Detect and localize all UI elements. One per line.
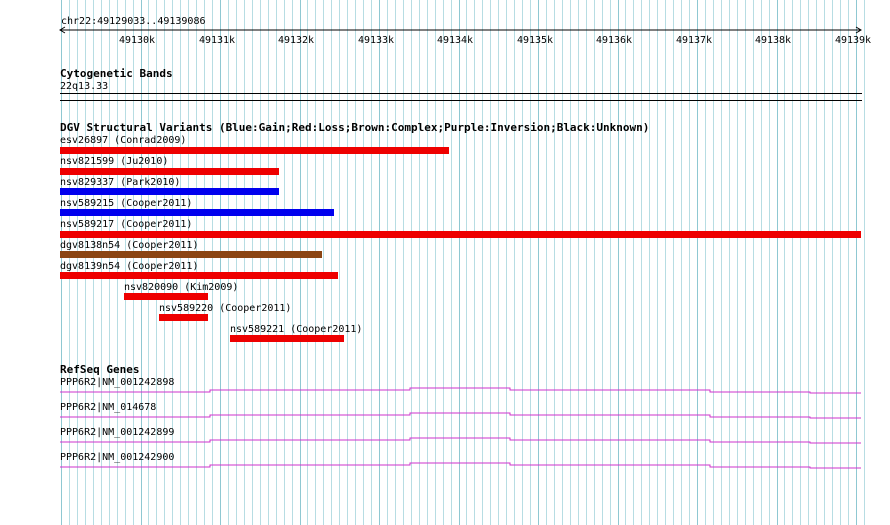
cytoband-line-top [60,93,862,94]
variant-bar-gain[interactable] [60,209,334,216]
variant-label[interactable]: esv26897 (Conrad2009) [60,135,187,146]
ruler-tick-label: 49136k [595,35,633,46]
variant-bar-gain[interactable] [60,188,279,195]
ruler-tick-label: 49138k [754,35,792,46]
ruler-right-arrow-icon [855,26,862,34]
variant-label[interactable]: nsv820090 (Kim2009) [124,282,239,293]
variant-label[interactable]: nsv589220 (Cooper2011) [159,303,292,314]
variant-bar-loss[interactable] [230,335,344,342]
variant-label[interactable]: nsv829337 (Park2010) [60,177,181,188]
variant-bar-loss[interactable] [60,168,279,175]
ruler-left-arrow-icon [59,26,66,34]
variant-bar-complex[interactable] [60,251,322,258]
variant-label[interactable]: nsv589221 (Cooper2011) [230,324,363,335]
variant-label[interactable]: dgv8139n54 (Cooper2011) [60,261,199,272]
ruler-tick-label: 49130k [118,35,156,46]
variant-label[interactable]: dgv8138n54 (Cooper2011) [60,240,199,251]
gene-model-line [60,437,861,444]
gene-model-line [60,412,861,419]
ruler-tick-label: 49132k [277,35,315,46]
gene-label[interactable]: PPP6R2|NM_014678 [60,402,157,413]
ruler-tick-label: 49137k [675,35,713,46]
cytoband-track-title: Cytogenetic Bands [60,67,173,80]
refseq-track-title: RefSeq Genes [60,363,140,376]
cytoband-line-bottom [60,100,862,101]
gene-model-line [60,462,861,469]
variant-bar-loss[interactable] [60,231,861,238]
gene-model-line [60,387,861,394]
variant-label[interactable]: nsv589215 (Cooper2011) [60,198,193,209]
variant-bar-loss[interactable] [124,293,208,300]
variant-bar-loss[interactable] [60,147,449,154]
locus-label: chr22:49129033..49139086 [61,16,206,27]
variant-label[interactable]: nsv589217 (Cooper2011) [60,219,193,230]
ruler-axis[interactable] [58,26,864,36]
dgv-track-title: DGV Structural Variants (Blue:Gain;Red:L… [60,121,650,134]
ruler-tick-label: 49131k [198,35,236,46]
variant-label[interactable]: nsv821599 (Ju2010) [60,156,169,167]
ruler-tick-label: 49139k [834,35,872,46]
variant-bar-loss[interactable] [60,272,338,279]
variant-bar-loss[interactable] [159,314,208,321]
gene-label[interactable]: PPP6R2|NM_001242898 [60,377,175,388]
ruler-tick-label: 49134k [436,35,474,46]
ruler-tick-label: 49135k [516,35,554,46]
gene-label[interactable]: PPP6R2|NM_001242899 [60,427,175,438]
ruler-tick-label: 49133k [357,35,395,46]
cytoband-label[interactable]: 22q13.33 [60,81,109,92]
gene-label[interactable]: PPP6R2|NM_001242900 [60,452,175,463]
